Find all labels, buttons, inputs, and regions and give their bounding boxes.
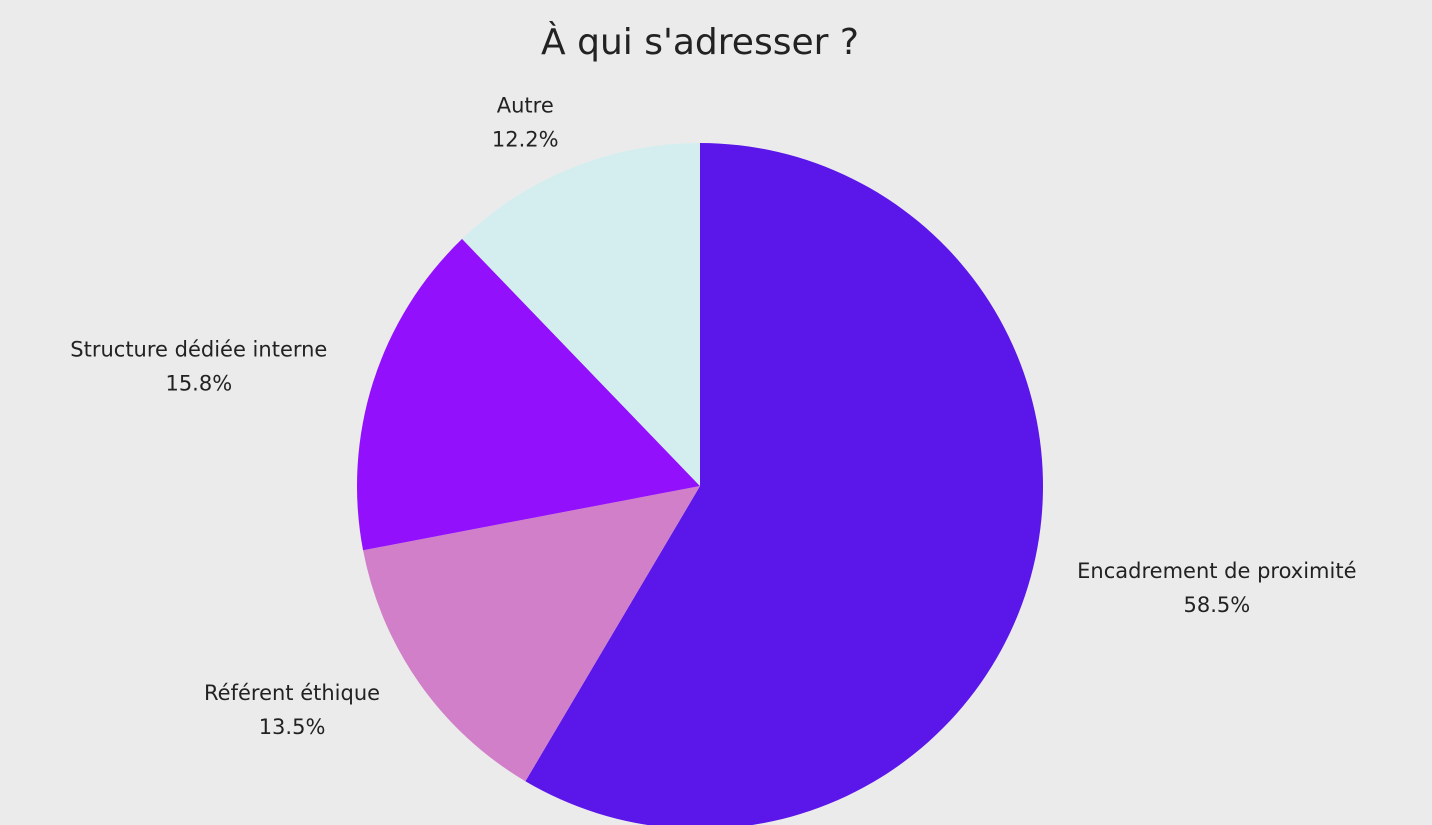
slice-value-label: 15.8% [165,372,232,396]
slice-label: Encadrement de proximité [1077,559,1356,583]
slice-label: Structure dédiée interne [70,338,327,362]
pie-slice [363,486,700,782]
slice-label: Autre [497,93,554,117]
pie-slice [462,143,700,486]
slice-label: Référent éthique [204,681,380,705]
slice-value-label: 12.2% [492,127,559,151]
chart-title: À qui s'adresser ? [541,21,859,63]
pie-slice [357,238,700,551]
slice-value-label: 58.5% [1183,593,1250,617]
slice-value-label: 13.5% [259,715,326,739]
pie-slice [525,143,1044,825]
